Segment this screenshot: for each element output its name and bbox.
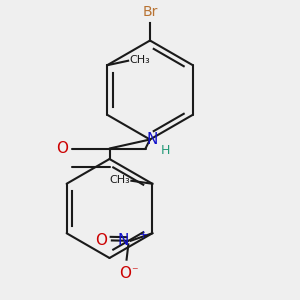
Text: O: O <box>56 141 68 156</box>
Text: O: O <box>119 266 131 281</box>
Text: N: N <box>147 132 158 147</box>
Text: +: + <box>139 230 148 240</box>
Text: O: O <box>95 233 107 248</box>
Text: CH₃: CH₃ <box>130 55 150 65</box>
Text: CH₃: CH₃ <box>109 175 130 185</box>
Text: N: N <box>118 233 129 248</box>
Text: Br: Br <box>142 5 158 20</box>
Text: H: H <box>161 144 170 158</box>
Text: ⁻: ⁻ <box>131 265 137 278</box>
